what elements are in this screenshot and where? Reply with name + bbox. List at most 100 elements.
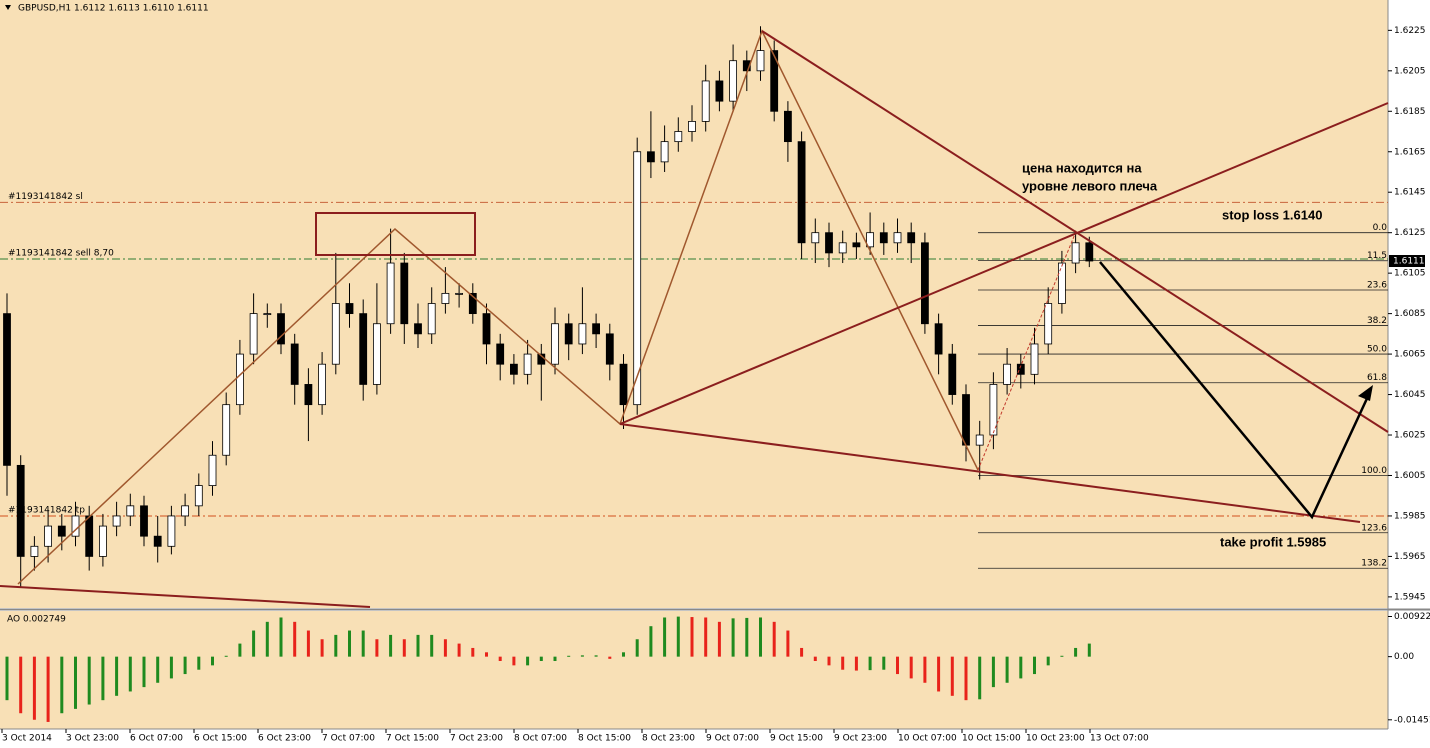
ao-bar (868, 656, 872, 671)
candle-body (921, 242, 929, 325)
y-tick-label: 1.6145 (1394, 188, 1426, 198)
ao-bar (800, 647, 804, 657)
x-tick-label: 7 Oct 23:00 (450, 734, 503, 744)
ao-bar (786, 630, 790, 657)
title-marker (5, 5, 11, 10)
candle-body (140, 505, 148, 537)
x-tick-label: 7 Oct 07:00 (322, 734, 375, 744)
ao-bar (937, 656, 941, 692)
annotation: цена находится на (1022, 160, 1142, 175)
ao-bar (197, 656, 201, 670)
ao-bar (1074, 647, 1078, 657)
candle-body (1058, 262, 1066, 304)
trendline (619, 102, 1389, 425)
order-label: #1193141842 sell 8,70 (8, 248, 114, 258)
candle-body (1044, 303, 1053, 345)
candle-body (414, 323, 422, 335)
candle-body (784, 110, 792, 143)
candle-body (633, 151, 642, 406)
candle-body (16, 464, 25, 557)
ao-bar (334, 634, 338, 657)
ao-bar (512, 656, 516, 666)
annotation: stop loss 1.6140 (1222, 207, 1322, 222)
ao-bar (745, 617, 749, 657)
ao-bar (443, 639, 447, 657)
y-tick-label: 1.5965 (1394, 552, 1426, 562)
ao-bar (717, 621, 721, 657)
candle-body (441, 292, 450, 304)
candle-body (715, 80, 724, 102)
y-tick-label: 1.6105 (1394, 269, 1426, 279)
y-tick-label: 1.5945 (1394, 592, 1426, 602)
x-tick-label: 13 Oct 07:00 (1090, 734, 1149, 744)
candle-body (1071, 242, 1080, 264)
candle-body (208, 454, 217, 487)
ao-panel (0, 611, 1388, 729)
trendline (619, 423, 1361, 523)
order-label: #1193141842 sl (8, 192, 83, 202)
y-tick-label: 1.6065 (1394, 350, 1426, 360)
x-tick-label: 8 Oct 15:00 (578, 734, 631, 744)
y-tick-label: 1.6185 (1394, 107, 1426, 117)
ao-bar (169, 656, 173, 679)
candle-body (811, 232, 820, 244)
ao-bar (1033, 656, 1036, 675)
ao-bar (663, 617, 667, 657)
price-panel (0, 0, 1388, 608)
ao-bar (964, 656, 968, 701)
candle-body (879, 232, 888, 244)
candle-body (496, 343, 505, 365)
candle-body (222, 404, 231, 456)
y-tick-label: 1.6125 (1394, 228, 1426, 238)
candle-body (167, 515, 176, 547)
candle-body (263, 313, 272, 316)
candle-body (372, 323, 381, 385)
ao-bar (60, 656, 64, 714)
candle-body (331, 303, 340, 365)
candle-body (30, 545, 39, 557)
candle-body (345, 303, 354, 315)
ao-bar (553, 656, 557, 662)
ao-bar (183, 656, 187, 675)
candle-body (3, 313, 11, 466)
x-tick-label: 3 Oct 23:00 (66, 734, 119, 744)
ao-bar (635, 639, 639, 657)
x-tick-label: 9 Oct 07:00 (706, 734, 759, 744)
ao-bar (909, 656, 913, 679)
x-tick-label: 9 Oct 23:00 (834, 734, 887, 744)
fib-label: 138.2 (1361, 559, 1387, 569)
ao-bar (1046, 656, 1050, 666)
candle-body (482, 313, 491, 345)
x-tick-label: 3 Oct 2014 (2, 734, 52, 744)
ao-bar (402, 639, 406, 657)
fib-label: 100.0 (1361, 466, 1387, 476)
current-price-label: 1.6111 (1393, 257, 1425, 267)
x-tick-label: 9 Oct 15:00 (770, 734, 823, 744)
candle-body (729, 60, 737, 102)
ao-bar (772, 621, 776, 657)
y-tick-label: 1.6045 (1394, 390, 1426, 400)
ao-bar (841, 656, 845, 670)
ao-bar (649, 626, 653, 657)
ao-bar (265, 621, 269, 657)
trendline (0, 585, 371, 608)
ao-bar (361, 630, 365, 657)
candle-body (194, 485, 203, 507)
candle-body (1016, 363, 1025, 375)
candle-body (455, 292, 464, 295)
candle-body (674, 131, 683, 143)
candle-body (181, 505, 190, 517)
candle-body (660, 141, 669, 163)
ao-bar (567, 655, 571, 657)
candle-body (85, 515, 94, 557)
fib-label: 50.0 (1367, 345, 1387, 355)
ao-bar (430, 634, 434, 657)
ao-bar (896, 656, 899, 675)
x-tick-label: 10 Oct 07:00 (898, 734, 957, 744)
fib-label: 61.8 (1367, 373, 1387, 383)
y-tick-label: 1.6005 (1394, 471, 1426, 481)
ao-bar (375, 639, 379, 657)
ao-bar (389, 634, 393, 657)
ao-bar (1087, 643, 1091, 657)
